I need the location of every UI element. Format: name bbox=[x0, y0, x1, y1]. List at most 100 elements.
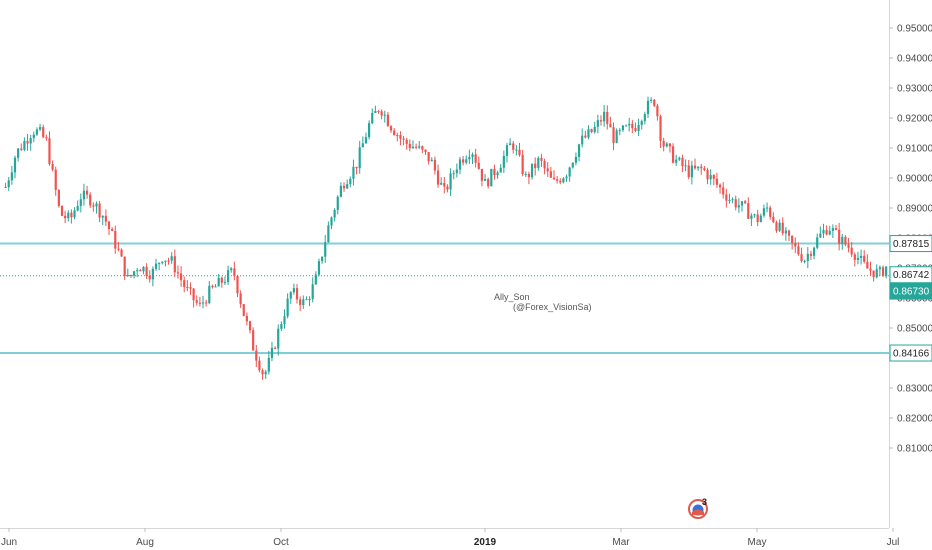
candle-body bbox=[73, 210, 76, 218]
candle-body bbox=[368, 123, 371, 138]
candle-body bbox=[675, 159, 678, 163]
candle-body bbox=[769, 207, 772, 217]
candle-body bbox=[646, 100, 650, 115]
candle-body bbox=[831, 228, 834, 231]
candle-body bbox=[496, 172, 499, 176]
candle-body bbox=[462, 159, 465, 163]
candle-body bbox=[728, 199, 731, 201]
badge-count: 3 bbox=[702, 497, 707, 507]
candle-body bbox=[872, 270, 875, 278]
candle-body bbox=[35, 129, 39, 135]
candle-body bbox=[305, 299, 308, 301]
candle-body bbox=[787, 230, 791, 236]
candle-body bbox=[574, 156, 578, 163]
price-tag-label: 0.86730 bbox=[893, 287, 930, 298]
candle-body bbox=[844, 236, 847, 245]
candle-body bbox=[201, 302, 205, 304]
candle-body bbox=[452, 173, 455, 175]
candle-body bbox=[549, 171, 552, 178]
candle-body bbox=[762, 208, 766, 216]
author-handle-annotation[interactable]: (@Forex_VisionSa) bbox=[513, 302, 592, 312]
candle-body bbox=[433, 159, 437, 171]
candle-body bbox=[474, 154, 477, 163]
candle-body bbox=[179, 273, 183, 281]
candle-body bbox=[765, 207, 769, 209]
candle-body bbox=[681, 157, 684, 167]
time-axis[interactable]: JunAugOct2019MarMayJulSepNov2020MarMayJu… bbox=[1, 528, 932, 548]
candle-body bbox=[10, 172, 13, 181]
candle-body bbox=[164, 260, 167, 262]
candle-body bbox=[483, 178, 487, 181]
candle-body bbox=[170, 256, 173, 261]
candle-body bbox=[173, 256, 176, 273]
candle-body bbox=[603, 111, 606, 122]
candle-body bbox=[662, 140, 665, 147]
candle-body bbox=[54, 169, 57, 191]
candle-body bbox=[415, 146, 418, 148]
candle-body bbox=[487, 178, 490, 187]
notification-badge[interactable]: 3 bbox=[688, 497, 708, 519]
candle-body bbox=[803, 260, 806, 262]
candle-body bbox=[809, 253, 813, 256]
candle-body bbox=[230, 268, 233, 271]
candle-body bbox=[838, 229, 841, 244]
candle-body bbox=[775, 222, 778, 231]
candle-body bbox=[791, 235, 794, 243]
candle-body bbox=[853, 254, 856, 260]
candle-body bbox=[198, 302, 201, 304]
candle-body bbox=[23, 141, 26, 150]
candle-body bbox=[778, 222, 781, 231]
price-axis-label: 0.82000 bbox=[897, 414, 932, 425]
candle-body bbox=[712, 175, 715, 179]
candle-body bbox=[123, 256, 126, 276]
candle-body bbox=[273, 347, 277, 349]
candle-body bbox=[361, 143, 364, 148]
candle-body bbox=[828, 230, 831, 235]
price-axis-label: 0.92000 bbox=[897, 114, 932, 125]
candle-body bbox=[374, 111, 377, 113]
candle-body bbox=[405, 139, 408, 144]
candle-body bbox=[82, 190, 86, 200]
candle-body bbox=[537, 157, 540, 169]
candle-body bbox=[825, 230, 828, 235]
candle-body bbox=[120, 249, 123, 257]
candle-body bbox=[48, 138, 51, 164]
candle-body bbox=[678, 157, 681, 160]
candle-body bbox=[703, 168, 706, 171]
candle-body bbox=[587, 129, 590, 138]
candle-body bbox=[643, 114, 646, 122]
price-tag-box bbox=[889, 282, 932, 300]
price-axis-label: 0.95000 bbox=[897, 24, 932, 35]
candle-body bbox=[812, 247, 816, 256]
time-axis-label: Jul bbox=[887, 537, 900, 548]
candle-body bbox=[424, 149, 427, 153]
candle-body bbox=[687, 165, 690, 178]
candle-body bbox=[530, 163, 534, 178]
price-tag-box bbox=[889, 235, 932, 253]
candle-body bbox=[465, 159, 468, 163]
candle-body bbox=[205, 302, 208, 304]
candle-body bbox=[380, 111, 383, 116]
candle-body bbox=[640, 121, 643, 125]
candle-body bbox=[29, 138, 32, 144]
candle-body bbox=[242, 304, 245, 316]
candle-body bbox=[386, 114, 390, 127]
candle-body bbox=[427, 152, 430, 162]
candle-body bbox=[277, 328, 280, 349]
author-annotation[interactable]: Ally_Son bbox=[494, 292, 530, 302]
candle-body bbox=[524, 173, 527, 175]
candle-body bbox=[546, 168, 549, 172]
price-tag-box bbox=[889, 344, 932, 362]
candle-body bbox=[650, 99, 653, 101]
candle-body bbox=[189, 287, 192, 289]
candle-body bbox=[289, 292, 292, 299]
candle-body bbox=[521, 155, 524, 175]
candle-body bbox=[333, 209, 336, 218]
candle-body bbox=[509, 143, 512, 146]
candle-body bbox=[17, 148, 20, 158]
price-axis-label: 0.94000 bbox=[897, 54, 932, 65]
candle-body bbox=[89, 194, 92, 206]
candle-body bbox=[339, 185, 342, 197]
candle-body bbox=[725, 194, 728, 201]
